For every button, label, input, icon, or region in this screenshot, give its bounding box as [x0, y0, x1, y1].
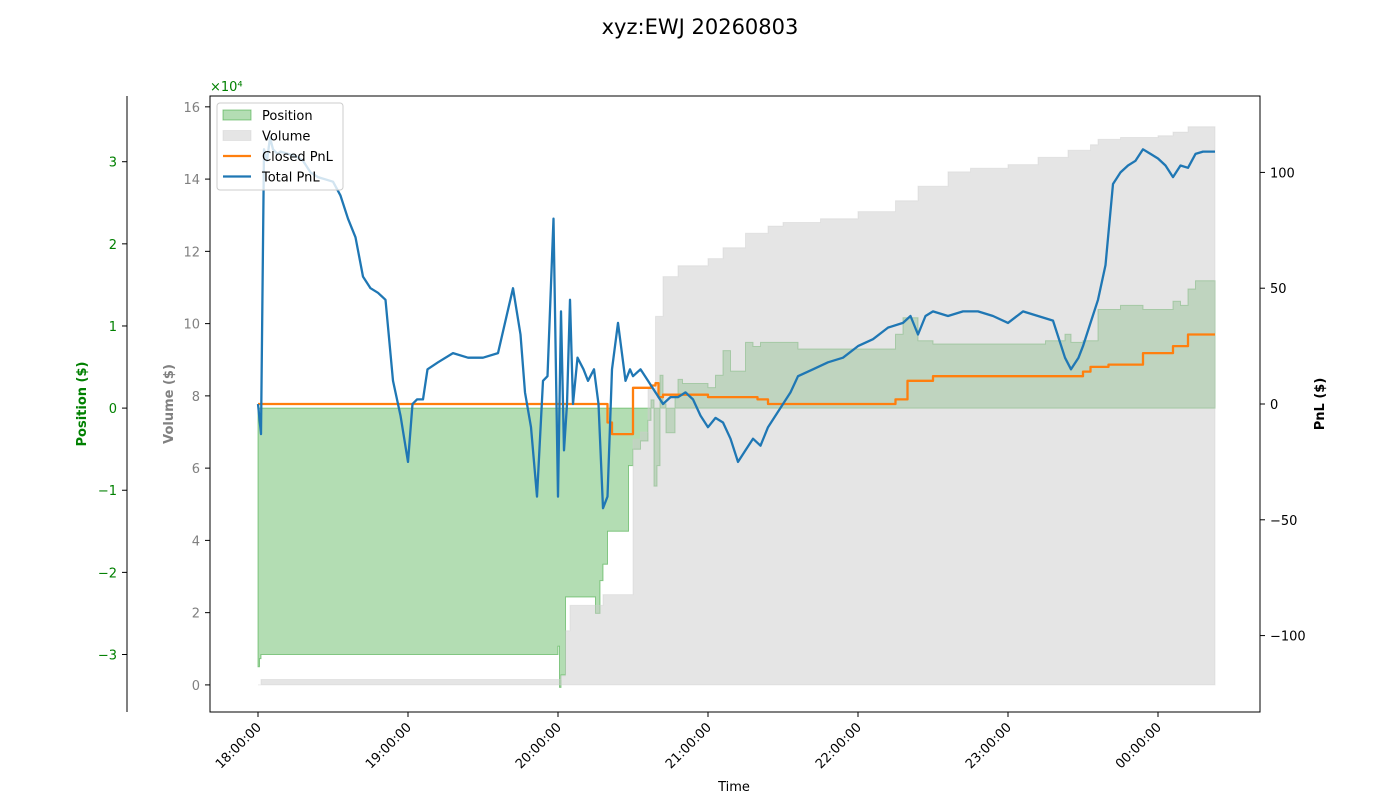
volume-axis-label: Volume ($): [162, 364, 177, 444]
volume-tick-label: 0: [192, 679, 200, 694]
pnl-tick-label: 50: [1270, 282, 1287, 297]
pnl-axis-label: PnL ($): [1313, 378, 1328, 431]
chart-title: xyz:EWJ 20260803: [602, 15, 799, 39]
legend-swatch: [222, 109, 252, 121]
x-tick-label: 23:00:00: [963, 720, 1015, 772]
x-tick-label: 00:00:00: [1113, 720, 1165, 772]
area-layer: [257, 126, 1216, 688]
volume-tick-label: 12: [183, 245, 200, 260]
volume-tick-label: 2: [192, 607, 200, 622]
position-tick-label: 0: [109, 402, 117, 417]
volume-tick-label: 10: [183, 318, 200, 333]
legend: Position Volume Closed PnL Total PnL: [216, 102, 344, 191]
volume-tick-label: 6: [192, 462, 200, 477]
legend-swatch: [222, 130, 252, 141]
volume-tick-label: 4: [192, 534, 200, 549]
x-tick-label: 19:00:00: [363, 720, 415, 772]
position-axis-multiplier: ×10⁴: [210, 80, 243, 95]
pnl-tick-label: 100: [1270, 166, 1295, 181]
legend-label: Closed PnL: [262, 150, 334, 165]
volume-tick-label: 16: [183, 101, 200, 116]
legend-box: [216, 102, 344, 191]
pnl-tick-label: −100: [1270, 630, 1306, 645]
position-axis-label: Position ($): [75, 362, 90, 447]
line-layer: [256, 136, 1215, 510]
legend-label: Volume: [262, 130, 310, 145]
legend-label: Total PnL: [261, 171, 320, 186]
volume-tick-label: 14: [183, 173, 200, 188]
series-line-total-pnl: [256, 136, 1215, 510]
x-tick-label: 21:00:00: [663, 720, 715, 772]
position-tick-label: 1: [109, 320, 117, 335]
position-tick-label: 2: [109, 238, 117, 253]
position-tick-label: −1: [98, 484, 117, 499]
pnl-tick-label: −50: [1270, 514, 1297, 529]
position-tick-label: −3: [98, 649, 117, 664]
pnl-tick-label: 0: [1270, 398, 1278, 413]
position-tick-label: 3: [109, 156, 117, 171]
volume-tick-label: 8: [192, 390, 200, 405]
legend-label: Position: [262, 109, 313, 124]
series-line-closed-pnl: [258, 333, 1215, 436]
x-tick-label: 22:00:00: [813, 720, 865, 772]
x-axis-label: Time: [717, 780, 750, 795]
series-area-volume: [258, 126, 1216, 686]
position-tick-label: −2: [98, 566, 117, 581]
x-tick-label: 18:00:00: [213, 720, 265, 772]
x-tick-label: 20:00:00: [513, 720, 565, 772]
